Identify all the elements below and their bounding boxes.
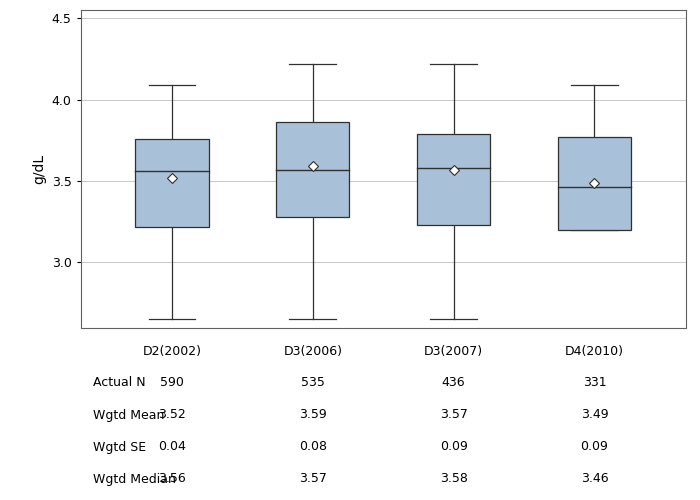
Text: 0.09: 0.09: [440, 440, 468, 454]
Text: D3(2007): D3(2007): [424, 344, 483, 358]
Text: 3.46: 3.46: [581, 472, 608, 486]
Text: Wgtd Mean: Wgtd Mean: [92, 408, 164, 422]
Text: Wgtd SE: Wgtd SE: [92, 440, 146, 454]
Text: 590: 590: [160, 376, 184, 390]
Text: 3.57: 3.57: [299, 472, 327, 486]
Text: 3.59: 3.59: [299, 408, 327, 422]
Text: D2(2002): D2(2002): [143, 344, 202, 358]
Text: 0.04: 0.04: [158, 440, 186, 454]
Text: D4(2010): D4(2010): [565, 344, 624, 358]
Text: 3.52: 3.52: [158, 408, 186, 422]
Bar: [558, 137, 631, 230]
Text: 0.08: 0.08: [299, 440, 327, 454]
Text: 3.58: 3.58: [440, 472, 468, 486]
Text: Wgtd Median: Wgtd Median: [92, 472, 176, 486]
Text: 331: 331: [582, 376, 606, 390]
Text: D3(2006): D3(2006): [284, 344, 342, 358]
Text: 0.09: 0.09: [580, 440, 608, 454]
Text: 3.57: 3.57: [440, 408, 468, 422]
Y-axis label: g/dL: g/dL: [32, 154, 46, 184]
Bar: [135, 138, 209, 226]
Text: 3.49: 3.49: [581, 408, 608, 422]
Text: 535: 535: [301, 376, 325, 390]
Text: 436: 436: [442, 376, 466, 390]
Text: 3.56: 3.56: [158, 472, 186, 486]
Bar: [417, 134, 490, 225]
Text: Actual N: Actual N: [92, 376, 145, 390]
Bar: [276, 122, 349, 217]
